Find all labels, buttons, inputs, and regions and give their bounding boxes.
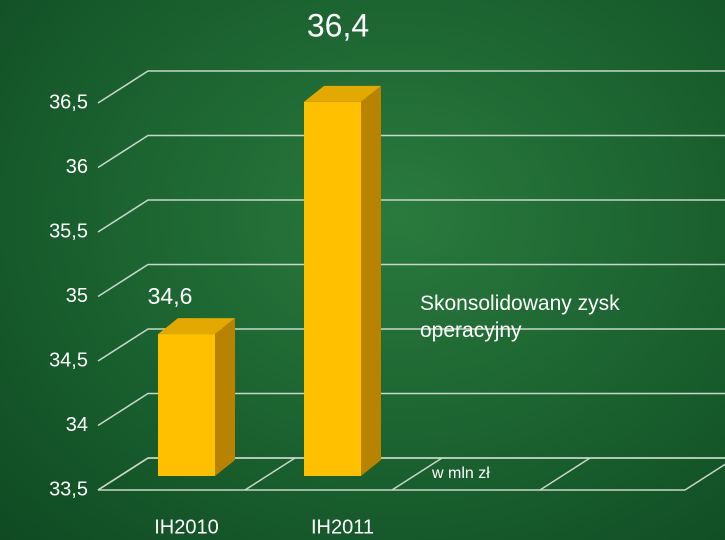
- y-tick-label: 34,5: [49, 349, 88, 371]
- grid-line: [97, 70, 725, 104]
- grid-line: [97, 199, 725, 233]
- floor-line: [539, 457, 591, 491]
- grid-line: [97, 392, 725, 427]
- bar-top: [158, 318, 235, 335]
- annotation: w mln zł: [432, 465, 490, 482]
- grid-line: [97, 457, 725, 491]
- bar: [304, 101, 361, 477]
- x-tick-label: IH2010: [154, 516, 219, 538]
- y-tick-label: 36: [66, 156, 88, 178]
- x-tick-label: IH2011: [311, 516, 374, 538]
- grid-line: [97, 328, 725, 362]
- bar-side: [361, 85, 381, 477]
- grid-line: [97, 134, 725, 169]
- bar: [158, 334, 215, 476]
- y-tick-label: 33,5: [49, 478, 88, 500]
- bar-top: [304, 85, 381, 102]
- annotation: Skonsolidowany zysk operacyjny: [420, 292, 620, 342]
- grid-line: [97, 263, 725, 298]
- y-tick-label: 35,5: [49, 220, 88, 242]
- y-tick-label: 34: [66, 414, 88, 436]
- y-tick-label: 36,5: [49, 91, 88, 113]
- value-label: 36,4: [307, 7, 369, 43]
- floor-line: [391, 457, 443, 491]
- y-tick-label: 35: [66, 285, 88, 307]
- floor-line: [244, 457, 296, 491]
- value-label: 34,6: [148, 283, 193, 309]
- floor-line: [684, 463, 725, 491]
- bar-side: [215, 318, 235, 476]
